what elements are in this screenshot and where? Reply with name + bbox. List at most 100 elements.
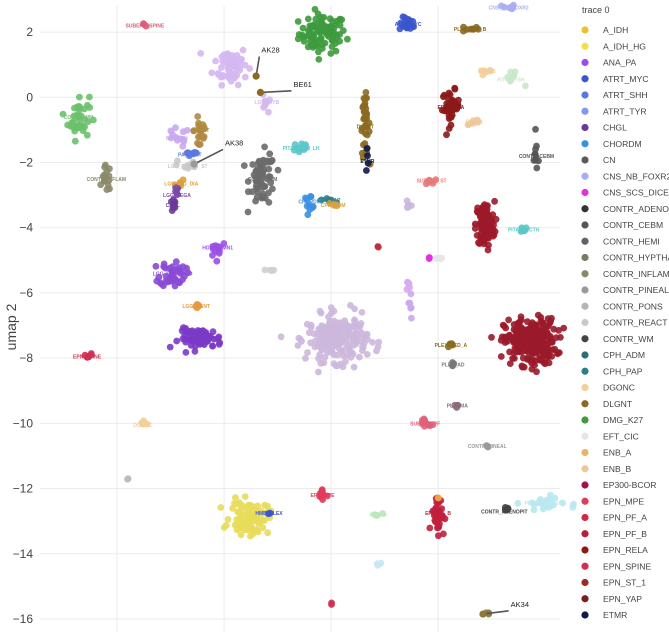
legend-item[interactable]: A_IDH_HG [581,41,646,51]
legend-marker [581,400,589,408]
data-point [260,103,267,111]
data-point [265,108,272,116]
data-point [343,330,351,337]
data-point [294,18,302,25]
cluster-label: CONTR_CEBM [519,154,554,160]
legend-item[interactable]: CHGL [581,123,627,133]
legend-label: CHGL [603,123,627,133]
data-point [264,529,272,537]
cluster-label: CONTR_REACT [319,337,357,343]
data-point [546,339,553,347]
legend-item[interactable]: ETMR [581,610,627,620]
data-point [435,510,442,517]
data-point [200,124,208,131]
legend-item[interactable]: A_IDH [581,25,628,35]
legend-label: CPH_ADM [603,350,645,360]
annotated-point [252,72,260,80]
legend-item[interactable]: CONTR_CEBM [581,220,663,230]
cluster-label: CPH_PAP [317,198,341,204]
data-point [318,196,325,204]
legend-item[interactable]: CPH_ADM [581,350,645,360]
legend-marker [581,286,589,294]
data-point [218,82,226,89]
data-point [260,193,267,201]
y-axis: −16 −14 −12 −10 −8 −6 −4 −2 0 2 [13,25,34,626]
data-point [338,338,346,346]
legend-item[interactable]: CONTR_HYPTHAL [581,253,669,263]
data-point [331,200,339,207]
legend-item[interactable]: CONTR_PINEAL [581,285,669,295]
legend-item[interactable]: CHORDM [581,139,642,149]
legend-marker [581,270,589,278]
legend-marker [581,58,589,67]
data-point [176,179,184,186]
data-point [328,43,336,50]
legend-item[interactable]: EPN_MPE [581,496,644,506]
legend-item[interactable]: DLGNT [581,399,633,409]
legend-label: EPN_PF_A [603,513,647,523]
data-point [162,264,169,272]
legend-item[interactable]: ATRT_MYC [581,74,649,84]
data-point [238,505,246,513]
data-point [162,272,170,280]
legend-label: CONTR_ADENOPIT [603,204,669,214]
data-point [407,290,415,298]
legend-item[interactable]: CN [581,155,615,165]
annotations: AK28 BE61 AK38 AK34 [190,46,529,618]
legend-item[interactable]: ANA_PA [581,58,637,68]
data-point [303,202,311,210]
legend-item[interactable]: DGONC [581,383,635,393]
legend-item[interactable]: DMG_K27 [581,415,643,425]
legend-label: EPN_PF_B [603,529,647,539]
data-point [483,68,490,76]
data-point [557,334,564,341]
legend-label: EPN_SPINE [603,561,652,571]
y-tick-label: −14 [13,547,34,561]
data-point [264,502,271,510]
legend-marker [581,205,589,213]
legend-marker [581,351,589,359]
data-point [310,330,318,337]
legend-item[interactable]: CONTR_PONS [581,301,663,311]
legend-item[interactable]: EPN_PF_B [581,529,647,539]
legend-item[interactable]: ENB_B [581,464,631,474]
legend-item[interactable]: CONTR_ADENOPIT [581,204,669,214]
legend-item[interactable]: CONTR_HEMI [581,236,660,246]
legend-marker [581,481,589,489]
legend-item[interactable]: CNS_NB_FOXR2 [581,171,669,181]
data-point [518,362,526,370]
legend-item[interactable]: ENB_A [581,448,631,458]
data-point [363,167,370,174]
legend-item[interactable]: ATRT_TYR [581,106,647,116]
legend-item[interactable]: CPH_PAP [581,366,643,376]
data-point [317,327,325,335]
data-point [240,162,248,170]
data-point [299,144,307,152]
cluster-label: EPN_ST_1 [473,222,498,228]
legend-item[interactable]: CONTR_REACT [581,318,668,328]
data-point [319,345,327,353]
cluster-label: EPN_PF_B [425,511,451,517]
legend-item[interactable]: EP300-BCOR [581,480,657,490]
legend-item[interactable]: EPN_RELA [581,545,648,555]
legend-item[interactable]: EFT_CIC [581,431,639,441]
legend-item[interactable]: EPN_PF_A [581,513,647,523]
data-point [506,348,513,356]
legend-item[interactable]: EPN_SPINE [581,561,652,571]
data-point [183,149,191,157]
data-point [196,133,204,141]
data-point [239,46,247,54]
legend-item[interactable]: CNS_SCS_DICER [581,188,669,198]
data-point [190,127,198,135]
legend-item[interactable]: EPN_YAP [581,594,642,604]
legend-label: CONTR_PINEAL [603,285,669,295]
data-point [440,93,447,101]
data-point [489,224,496,232]
data-point [426,524,434,532]
data-point [532,125,539,133]
legend-item[interactable]: CONTR_WM [581,334,654,344]
data-point [438,254,446,262]
legend-item[interactable]: ATRT_SHH [581,90,648,100]
legend-item[interactable]: CONTR_INFLAM [581,269,669,279]
legend-item[interactable]: EPN_ST_1 [581,578,646,588]
